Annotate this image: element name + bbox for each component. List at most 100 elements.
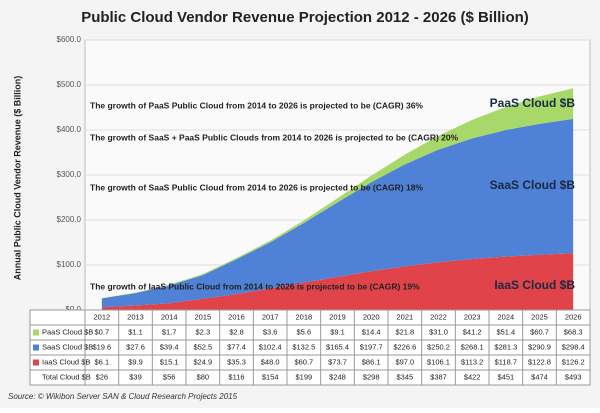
- y-tick-label: $100.0: [57, 260, 82, 269]
- table-cell: $24.9: [193, 357, 212, 366]
- table-cell: $15.1: [160, 357, 179, 366]
- legend-key: [33, 329, 39, 336]
- table-cell: $80: [197, 372, 210, 381]
- table-cell: $290.9: [528, 342, 551, 351]
- y-tick-label: $500.0: [57, 80, 82, 89]
- table-cell: $56: [163, 372, 176, 381]
- table-cell: $3.6: [263, 327, 278, 336]
- y-tick-label: $300.0: [57, 170, 82, 179]
- x-tick-label: 2016: [228, 312, 245, 321]
- table-cell: $122.8: [528, 357, 551, 366]
- x-tick-label: 2018: [295, 312, 312, 321]
- x-tick-label: 2015: [194, 312, 211, 321]
- table-cell: $132.5: [292, 342, 315, 351]
- table-cell: $14.4: [362, 327, 381, 336]
- table-cell: $39.4: [160, 342, 179, 351]
- row-label: SaaS Cloud $B: [42, 342, 93, 351]
- annotation: The growth of SaaS + PaaS Public Clouds …: [90, 132, 459, 142]
- x-tick-label: 2013: [127, 312, 144, 321]
- row-label: PaaS Cloud $B: [42, 327, 93, 336]
- table-cell: $1.7: [162, 327, 177, 336]
- table-cell: $474: [531, 372, 548, 381]
- y-tick-label: $200.0: [57, 215, 82, 224]
- row-label: Total Cloud $B: [42, 372, 91, 381]
- table-cell: $9.9: [128, 357, 143, 366]
- annotation: The growth of IaaS Public Cloud from 201…: [90, 281, 420, 291]
- table-cell: $39: [129, 372, 142, 381]
- table-cell: $154: [262, 372, 279, 381]
- table-cell: $5.6: [297, 327, 312, 336]
- table-cell: $9.1: [330, 327, 345, 336]
- table-cell: $0.7: [95, 327, 110, 336]
- series-label: IaaS Cloud $B: [494, 278, 575, 292]
- x-tick-label: 2024: [497, 312, 514, 321]
- x-tick-label: 2023: [464, 312, 481, 321]
- table-cell: $2.3: [196, 327, 211, 336]
- table-cell: $387: [430, 372, 447, 381]
- table: [29, 309, 591, 386]
- area: [101, 253, 574, 310]
- table-cell: $493: [565, 372, 582, 381]
- table-cell: $116: [228, 372, 244, 381]
- source: Source: © Wikibon Server SAN & Cloud Res…: [8, 392, 238, 401]
- legend-key: [33, 344, 39, 351]
- table-cell: $26: [96, 372, 109, 381]
- row-label: IaaS Cloud $B: [42, 357, 90, 366]
- series-label: SaaS Cloud $B: [490, 178, 576, 192]
- table-cell: $48.0: [261, 357, 280, 366]
- annotation: The growth of SaaS Public Cloud from 201…: [90, 182, 423, 192]
- area: [101, 118, 574, 308]
- table-cell: $298.4: [562, 342, 585, 351]
- x-tick-label: 2014: [161, 312, 178, 321]
- table-cell: $113.2: [461, 357, 483, 366]
- table-cell: $86.1: [362, 357, 381, 366]
- table-cell: $97.0: [395, 357, 414, 366]
- series-label: PaaS Cloud $B: [490, 96, 576, 110]
- table-cell: $250.2: [427, 342, 450, 351]
- annotation: The growth of PaaS Public Cloud from 201…: [90, 100, 423, 110]
- x-tick-label: 2026: [565, 312, 582, 321]
- table-cell: $106.1: [427, 357, 450, 366]
- table-cell: $102.4: [259, 342, 282, 351]
- table-cell: $73.7: [328, 357, 347, 366]
- area: [101, 88, 574, 299]
- y-tick-label: $600.0: [57, 35, 82, 44]
- chart-title: Public Cloud Vendor Revenue Projection 2…: [81, 9, 529, 26]
- table-cell: $35.3: [227, 357, 246, 366]
- x-tick-label: 2019: [329, 312, 346, 321]
- x-tick-label: 2021: [396, 312, 413, 321]
- table-cell: $27.6: [126, 342, 145, 351]
- x-tick-label: 2017: [262, 312, 279, 321]
- x-tick-label: 2025: [531, 312, 548, 321]
- table-cell: $268.1: [461, 342, 484, 351]
- table-cell: $41.2: [463, 327, 482, 336]
- table-cell: $451: [497, 372, 514, 381]
- table-cell: $77.4: [227, 342, 246, 351]
- table-cell: $19.6: [92, 342, 111, 351]
- table-cell: $281.3: [494, 342, 517, 351]
- table-cell: $298: [363, 372, 380, 381]
- y-tick-label: $400.0: [57, 125, 82, 134]
- table-cell: $226.6: [393, 342, 416, 351]
- y-axis-label: Annual Public Cloud Vendor Revenue ($ Bi…: [12, 76, 22, 281]
- table-cell: $118.7: [495, 357, 517, 366]
- table-cell: $21.8: [395, 327, 414, 336]
- table-cell: $68.3: [564, 327, 583, 336]
- table-cell: $199: [295, 372, 312, 381]
- x-tick-label: 2020: [363, 312, 380, 321]
- table-cell: $248: [329, 372, 346, 381]
- legend-key: [33, 359, 39, 366]
- table-cell: $60.7: [530, 327, 549, 336]
- table-cell: $31.0: [429, 327, 448, 336]
- table-cell: $60.7: [294, 357, 313, 366]
- table-cell: $345: [396, 372, 413, 381]
- x-tick-label: 2012: [93, 312, 110, 321]
- table-cell: $2.8: [229, 327, 244, 336]
- table-cell: $422: [464, 372, 481, 381]
- table-cell: $126.2: [562, 357, 585, 366]
- table-cell: $1.1: [128, 327, 143, 336]
- table-cell: $52.5: [193, 342, 212, 351]
- x-tick-label: 2022: [430, 312, 447, 321]
- table-cell: $6.1: [95, 357, 110, 366]
